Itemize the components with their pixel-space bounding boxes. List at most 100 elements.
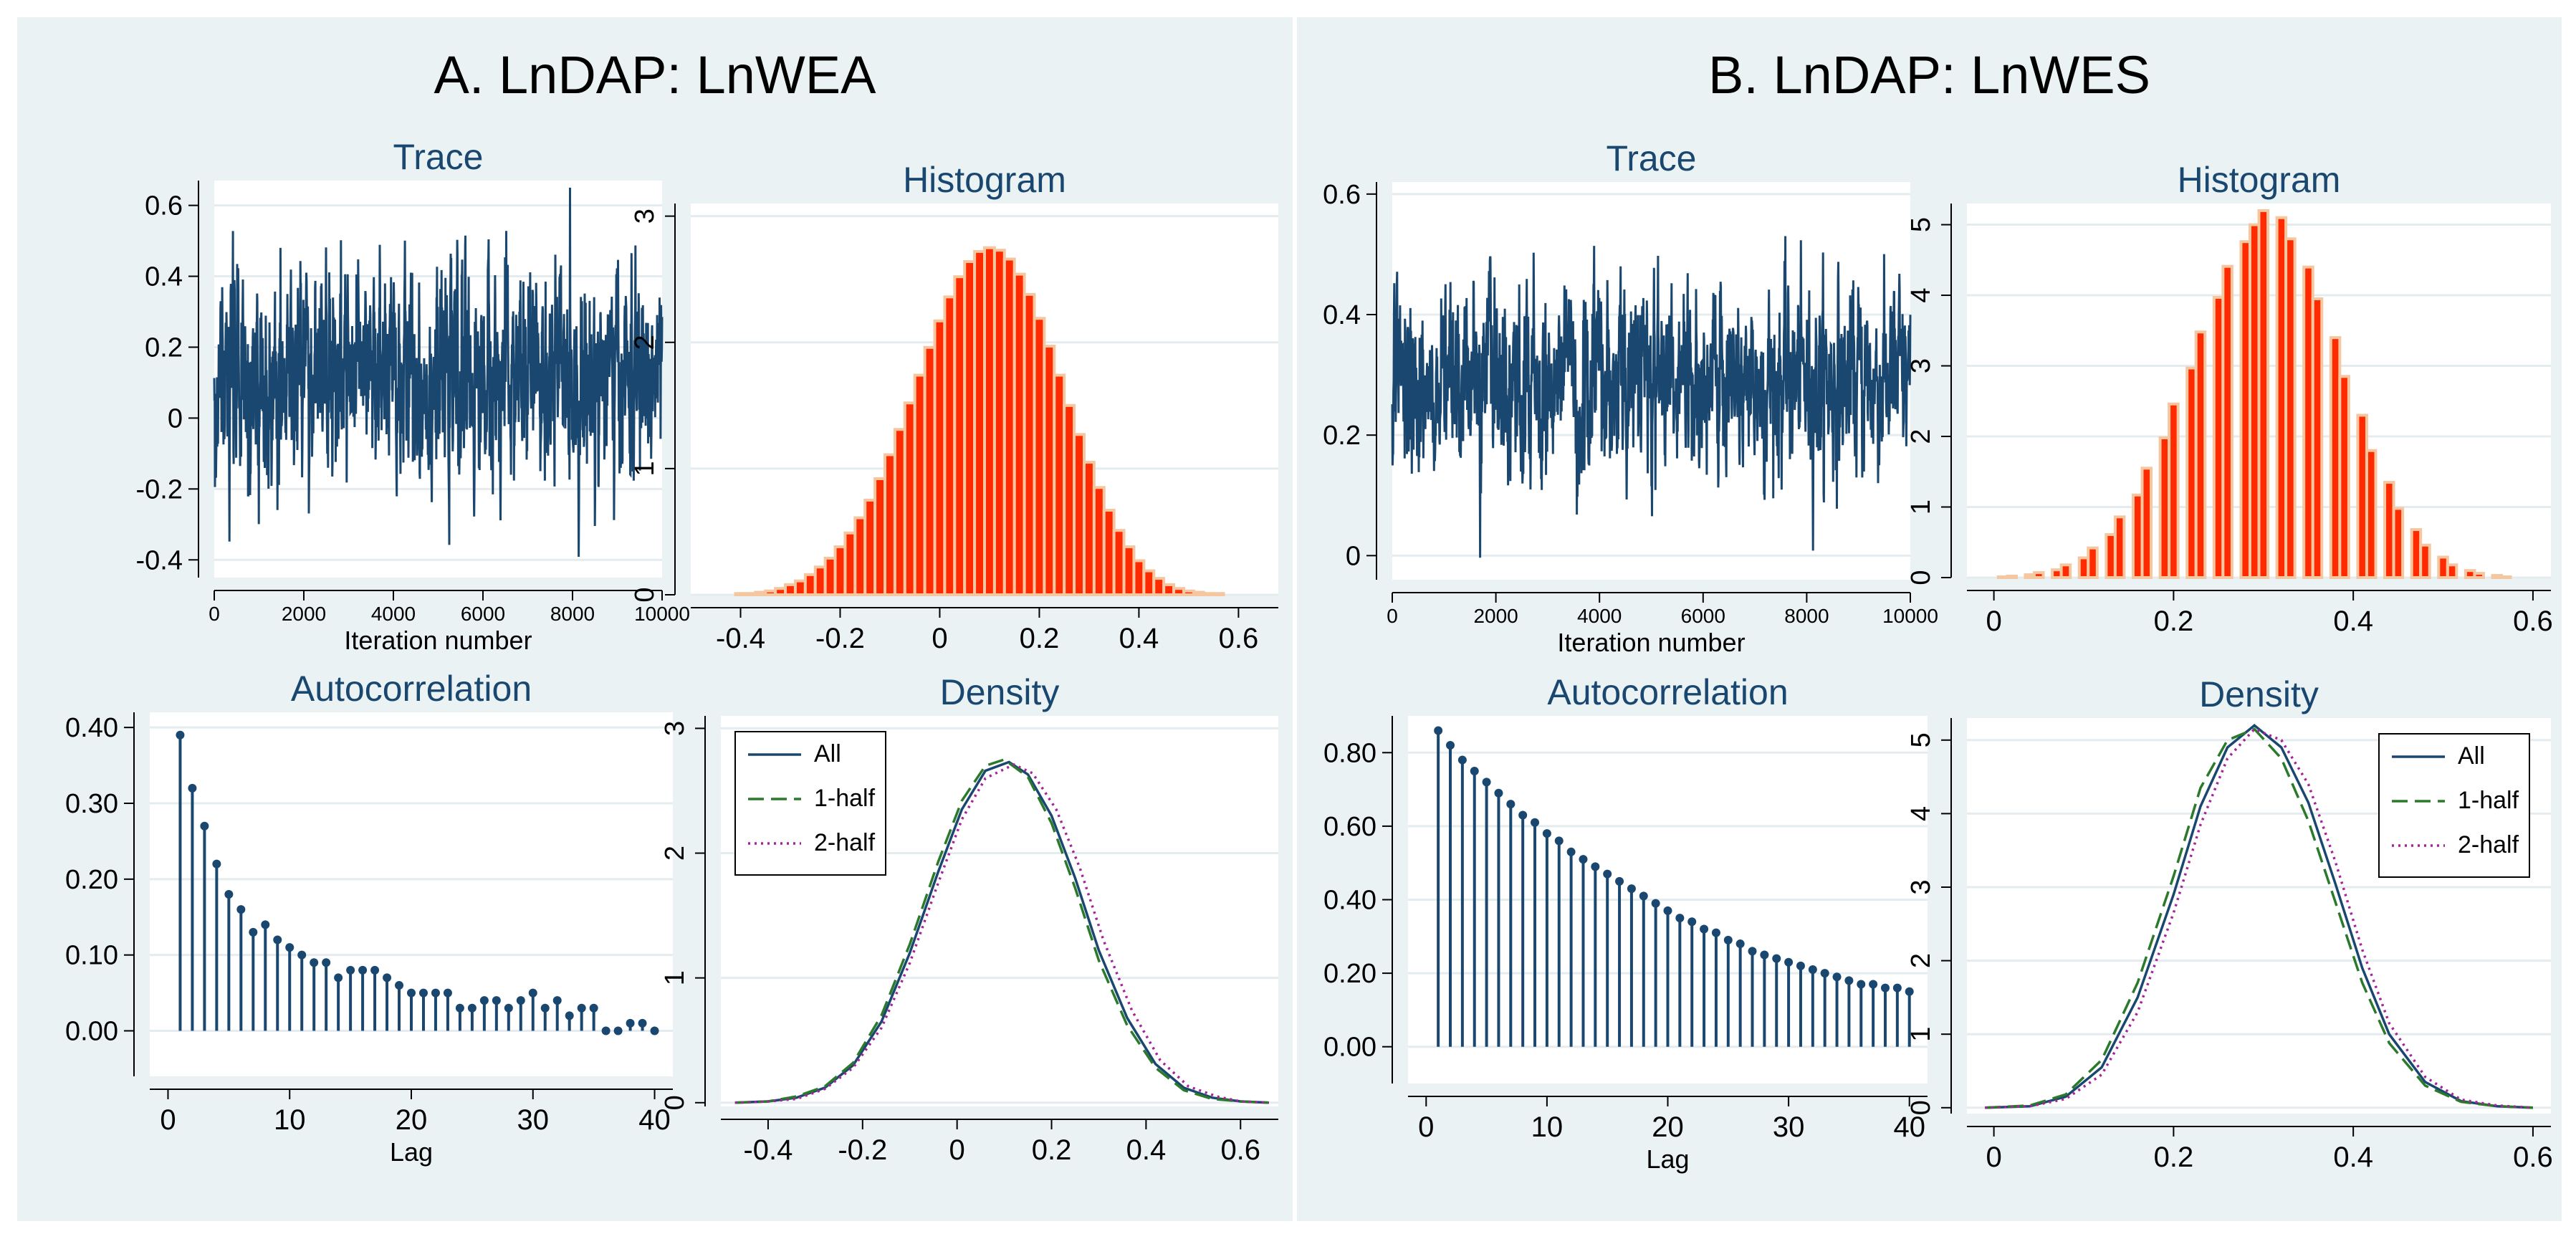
y-tick-label: 2 [1906,953,1936,968]
y-tick-label: 1 [1906,499,1936,515]
x-tick-label: 0 [160,1104,176,1136]
x-tick-label: 8000 [550,603,595,625]
acf-point [395,981,404,990]
acf-point [1748,947,1757,956]
acf-point [1796,961,1805,970]
y-tick-label: 0 [660,1095,690,1110]
acf-point [273,935,282,944]
y-tick-label: 1 [630,461,660,476]
y-tick-label: 2 [1906,429,1936,444]
acf-point [224,890,234,899]
acf-point [383,973,392,982]
acf-point [638,1018,647,1028]
acf-point [1482,778,1491,787]
y-tick-label: 0.40 [65,713,118,743]
acf-point [467,1003,477,1013]
x-tick-label: 30 [517,1104,550,1136]
acf-point [1892,983,1902,992]
histogram-bar [2284,237,2297,579]
x-tick-label: 0.6 [1219,623,1259,654]
acf-point [565,1011,574,1020]
legend-label: 1-half [2458,787,2519,814]
density-line-2-half [734,762,1269,1104]
histogram-bar [2194,330,2207,579]
x-tick-label: 40 [1893,1111,1925,1143]
acf-point [1531,818,1540,827]
x-tick-label: 0 [1418,1111,1434,1143]
autocorrelation-chart-a: 0.00 0.10 0.20 0.30 0.40 0 10 20 30 40 Lag Autocorr… [65,669,673,1167]
panel-b-title: B. LnDAP: LnWES [1708,45,2150,105]
acf-point [346,965,355,975]
acf-point [1651,899,1660,908]
x-tick-label: 0 [949,1134,965,1166]
x-axis-label: Iteration number [344,626,532,655]
y-tick-label: 0.80 [1323,738,1376,768]
histogram-bar [2311,297,2324,579]
acf-point [200,821,209,831]
y-tick-label: 1 [660,970,690,985]
y-tick-label: 3 [1906,879,1936,894]
acf-point [589,1003,598,1013]
x-tick-label: 0 [1387,605,1398,627]
acf-point [1470,766,1479,775]
y-tick-label: 0.20 [1323,959,1376,989]
chart-title: Histogram [903,160,1066,200]
legend-label: All [814,740,841,767]
legend-label: 2-half [2458,831,2519,858]
histogram-bar [2006,575,2018,580]
x-tick-label: 2000 [1473,605,1518,627]
y-tick-label: 2 [660,846,690,861]
acf-point [528,988,537,998]
x-tick-label: 6000 [461,603,505,625]
density-chart-a: 0 1 2 3 -0.4 -0.2 0 0.2 0.4 0.6 Density All 1-half 2-… [660,672,1278,1166]
chart-title: Trace [393,137,484,177]
acf-point [212,859,221,869]
legend-label: 1-half [814,785,876,812]
y-tick-label: 0.6 [1323,180,1361,210]
histogram-bar [2221,264,2233,579]
trace-chart-b: 0 0.2 0.4 0.6 0 2000 4000 6000 8000 10000 Iteratio… [1323,138,1938,657]
x-tick-label: 10 [274,1104,306,1136]
acf-point [1760,950,1769,960]
acf-point [370,965,380,975]
acf-point [1591,862,1600,871]
trace-line [1391,236,1912,558]
y-tick-label: 0.10 [65,941,118,971]
y-tick-label: 0 [1906,1100,1936,1115]
acf-point [601,1026,611,1035]
histogram-bar [2033,571,2045,579]
panel-b: B. LnDAP: LnWES 0 0.2 0.4 0.6 0 2000 4000 6000 8… [1296,16,2563,1223]
acf-point [1639,891,1648,901]
density-line-All [1985,724,2533,1109]
histogram-bar [2257,209,2270,579]
x-tick-label: 10000 [1882,605,1938,627]
histogram-bar [2365,449,2378,579]
acf-point [626,1018,635,1028]
acf-point [1518,810,1528,820]
y-tick-label: 0.6 [145,191,183,221]
x-tick-label: 20 [396,1104,428,1136]
y-tick-label: 0.00 [65,1017,118,1047]
acf-point [1457,755,1467,765]
histogram-bar [2059,563,2072,580]
acf-point [1675,914,1685,923]
x-tick-label: 2000 [282,603,326,625]
acf-point [1735,939,1745,949]
acf-point [1844,976,1854,985]
legend-label: All [2458,742,2485,770]
density-line-1-half [734,757,1269,1104]
histogram-bar [2338,375,2350,579]
acf-point [504,1003,513,1013]
acf-point [1880,983,1890,992]
acf-point [431,988,440,998]
acf-point [1494,788,1503,798]
acf-point [1723,935,1733,944]
acf-point [418,988,428,998]
acf-point [492,996,501,1005]
x-tick-label: 4000 [1577,605,1622,627]
acf-point [516,996,525,1005]
histogram-bar [2113,515,2126,579]
y-tick-label: 4 [1906,806,1936,821]
acf-point [1434,726,1443,735]
acf-point [443,988,452,998]
